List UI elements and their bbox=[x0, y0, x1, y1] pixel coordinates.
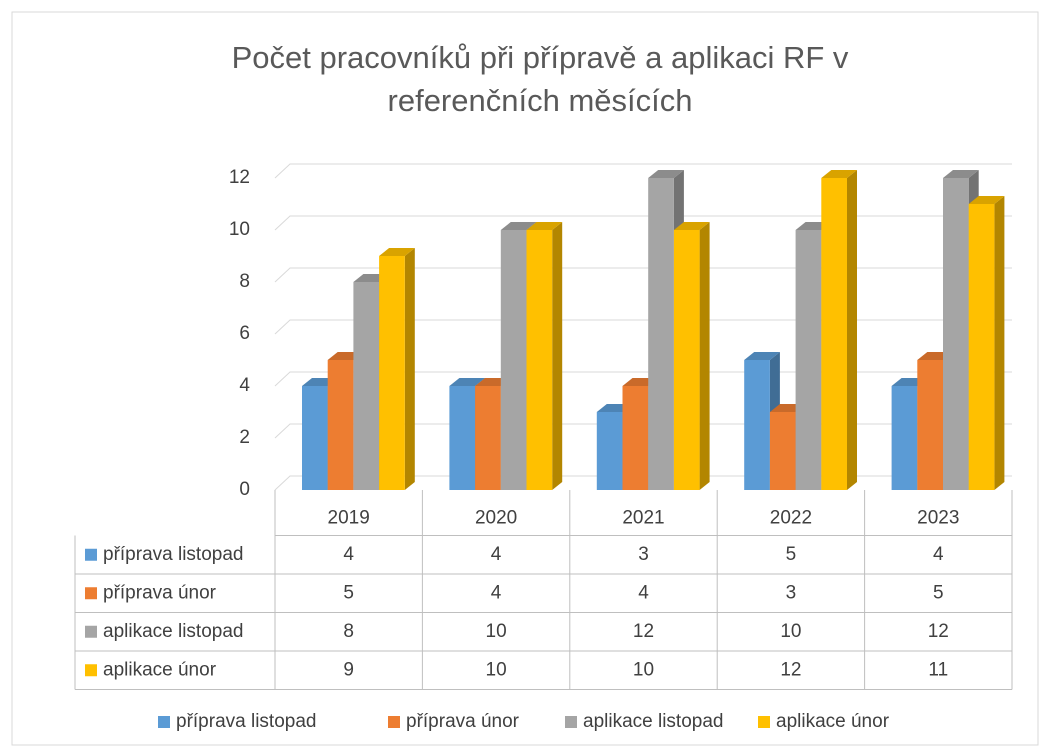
grid-line bbox=[274, 163, 1012, 179]
bar-top bbox=[449, 378, 486, 386]
table-cell: 10 bbox=[486, 659, 507, 680]
legend-label: aplikace listopad bbox=[583, 711, 723, 732]
bar-top bbox=[500, 222, 537, 230]
bar bbox=[673, 222, 710, 490]
y-tick-label: 8 bbox=[239, 271, 250, 292]
x-tick-label: 2020 bbox=[475, 507, 517, 528]
table-cell: 9 bbox=[343, 659, 354, 680]
bar-front bbox=[769, 412, 796, 490]
y-tick-label: 6 bbox=[239, 323, 250, 344]
y-tick-label: 12 bbox=[229, 167, 250, 188]
bar-top bbox=[379, 248, 415, 256]
table-cell: 11 bbox=[928, 659, 948, 680]
table-cell: 5 bbox=[786, 544, 797, 565]
table-cell: 4 bbox=[638, 582, 649, 603]
table-cell: 4 bbox=[491, 582, 502, 603]
y-tick-label: 2 bbox=[239, 427, 250, 448]
x-tick-label: 2022 bbox=[770, 507, 812, 528]
bar-front bbox=[500, 230, 527, 490]
table-legend-key bbox=[85, 548, 97, 561]
bar-front bbox=[596, 412, 623, 490]
table-cell: 12 bbox=[633, 621, 654, 642]
grid-line bbox=[274, 267, 1012, 283]
bar-front bbox=[917, 360, 943, 490]
legend-label: aplikace únor bbox=[776, 711, 890, 732]
bar-top bbox=[744, 352, 780, 360]
bar-front bbox=[795, 230, 822, 490]
bar-front bbox=[327, 360, 354, 490]
bar-front bbox=[744, 360, 770, 490]
legend-label: příprava listopad bbox=[176, 711, 316, 732]
table-row-label: aplikace únor bbox=[103, 659, 217, 680]
table-cell: 4 bbox=[491, 544, 502, 565]
table-cell: 10 bbox=[633, 659, 654, 680]
grid-line bbox=[274, 319, 1012, 335]
legend-key bbox=[158, 716, 170, 728]
table-cell: 5 bbox=[933, 582, 944, 603]
table-cell: 10 bbox=[486, 621, 507, 642]
bar-top bbox=[943, 170, 979, 178]
chart-title: referenčních měsících bbox=[388, 83, 693, 118]
table-cell: 12 bbox=[780, 659, 801, 680]
bar-front bbox=[891, 386, 918, 490]
bar-front bbox=[943, 178, 969, 490]
table-row-label: příprava únor bbox=[103, 582, 217, 603]
bar-front bbox=[353, 282, 380, 490]
x-tick-label: 2021 bbox=[622, 507, 664, 528]
bar-front bbox=[302, 386, 328, 490]
legend-key bbox=[388, 716, 400, 728]
bar-front bbox=[526, 230, 553, 490]
table-cell: 4 bbox=[343, 544, 354, 565]
y-tick-label: 4 bbox=[239, 375, 250, 396]
bar-front bbox=[968, 204, 995, 490]
bar-top bbox=[526, 222, 563, 230]
chart-title: Počet pracovníků při přípravě a aplikaci… bbox=[232, 40, 849, 75]
bar-front bbox=[821, 178, 847, 490]
y-tick-label: 10 bbox=[229, 219, 250, 240]
bar-front bbox=[475, 386, 501, 490]
table-cell: 8 bbox=[343, 621, 354, 642]
bar-front bbox=[622, 386, 649, 490]
bar-side bbox=[847, 170, 857, 490]
table-legend-key bbox=[85, 664, 97, 677]
bar-front bbox=[379, 256, 405, 490]
x-tick-label: 2023 bbox=[917, 507, 959, 528]
grid-line bbox=[274, 215, 1012, 231]
table-row-label: aplikace listopad bbox=[103, 621, 243, 642]
bar-side bbox=[699, 222, 710, 490]
table-cell: 3 bbox=[786, 582, 797, 603]
table-cell: 3 bbox=[638, 544, 649, 565]
table-cell: 5 bbox=[343, 582, 354, 603]
table-cell: 4 bbox=[933, 544, 944, 565]
table-legend-key bbox=[85, 625, 97, 638]
y-tick-label: 0 bbox=[239, 479, 250, 500]
bar bbox=[821, 170, 857, 490]
bar-top bbox=[673, 222, 710, 230]
bar bbox=[526, 222, 563, 490]
bar-front bbox=[648, 178, 674, 490]
table-cell: 12 bbox=[928, 621, 949, 642]
bar-side bbox=[404, 248, 415, 490]
table-row-label: příprava listopad bbox=[103, 544, 243, 565]
bar-side bbox=[552, 222, 563, 490]
table-cell: 10 bbox=[780, 621, 801, 642]
x-tick-label: 2019 bbox=[328, 507, 370, 528]
bar bbox=[379, 248, 415, 490]
legend-key bbox=[565, 716, 577, 728]
bar-top bbox=[648, 170, 684, 178]
bar-front bbox=[673, 230, 700, 490]
bar-side bbox=[994, 196, 1005, 490]
bar bbox=[968, 196, 1005, 490]
bar-top bbox=[968, 196, 1005, 204]
table-legend-key bbox=[85, 587, 97, 600]
legend-key bbox=[758, 716, 770, 728]
bar-front bbox=[449, 386, 476, 490]
bar-top bbox=[821, 170, 857, 178]
legend-label: příprava únor bbox=[406, 711, 520, 732]
